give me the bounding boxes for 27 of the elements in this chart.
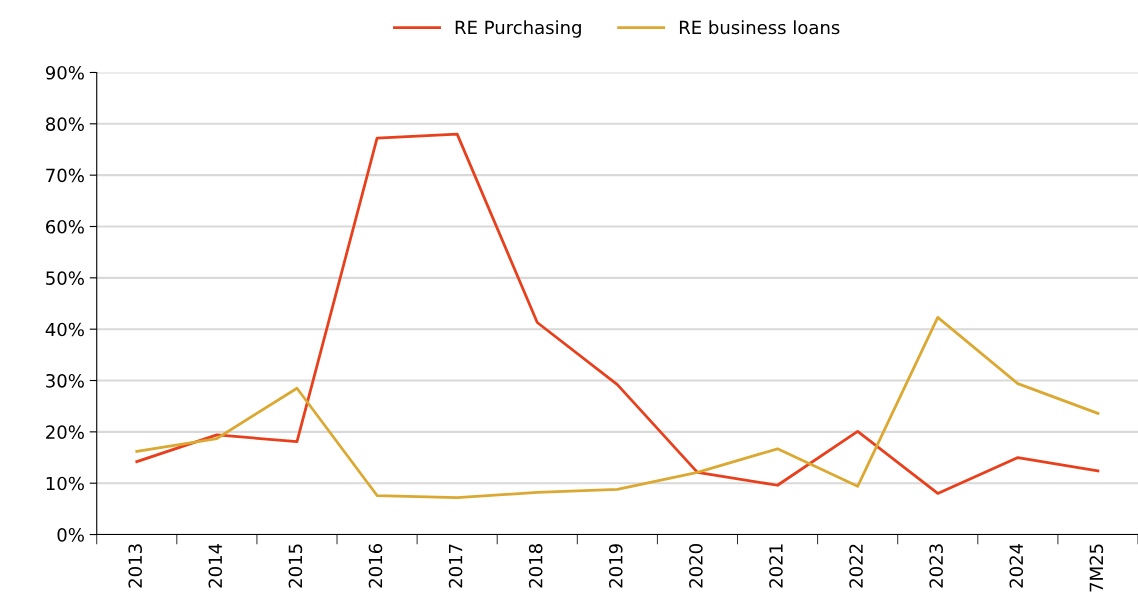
legend-label: RE business loans	[679, 20, 840, 35]
x-tick-label: 2020	[689, 544, 703, 588]
x-tick-label: 2021	[769, 544, 783, 588]
x-tick-label: 2024	[1009, 543, 1024, 588]
x-tick-label: 7M25	[1089, 544, 1104, 592]
y-tick-label: 40%	[45, 322, 84, 337]
y-tick-label: 30%	[46, 373, 84, 388]
x-tick-label: 2022	[849, 544, 863, 588]
x-tick-label: 2018	[528, 544, 543, 588]
x-tick-label: 2019	[608, 544, 623, 588]
y-tick-label: 80%	[46, 117, 84, 131]
x-tick-label: 2013	[128, 544, 143, 588]
y-tick-label: 60%	[46, 219, 84, 234]
y-tick-label: 70%	[46, 168, 84, 183]
line-series	[135, 315, 1100, 499]
y-tick-label: 50%	[46, 271, 84, 285]
x-tick-label: 2014	[208, 543, 223, 588]
x-tick-label: 2015	[288, 544, 303, 588]
y-tick-label: 90%	[45, 65, 84, 80]
x-tick-label: 2016	[368, 544, 383, 588]
legend-label: RE Purchasing	[455, 20, 581, 38]
y-tick-label: 0%	[57, 528, 84, 542]
line-series	[135, 132, 1100, 495]
y-tick-label: 10%	[46, 476, 84, 491]
x-tick-label: 2017	[448, 544, 463, 588]
y-tick-label: 20%	[46, 425, 84, 439]
x-tick-label: 2023	[929, 544, 943, 588]
